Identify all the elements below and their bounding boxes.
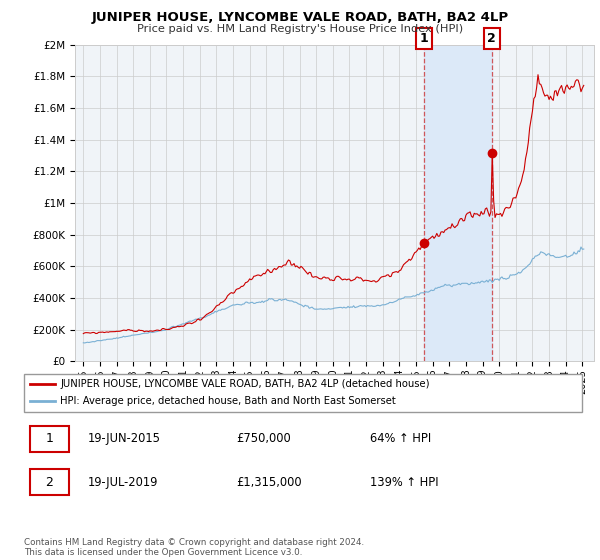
Text: 2: 2 bbox=[45, 476, 53, 489]
Text: 139% ↑ HPI: 139% ↑ HPI bbox=[370, 476, 439, 489]
Text: 19-JUL-2019: 19-JUL-2019 bbox=[88, 476, 158, 489]
FancyBboxPatch shape bbox=[29, 469, 68, 496]
Text: HPI: Average price, detached house, Bath and North East Somerset: HPI: Average price, detached house, Bath… bbox=[60, 396, 396, 406]
Text: JUNIPER HOUSE, LYNCOMBE VALE ROAD, BATH, BA2 4LP (detached house): JUNIPER HOUSE, LYNCOMBE VALE ROAD, BATH,… bbox=[60, 379, 430, 389]
Text: Price paid vs. HM Land Registry's House Price Index (HPI): Price paid vs. HM Land Registry's House … bbox=[137, 24, 463, 34]
FancyBboxPatch shape bbox=[29, 426, 68, 452]
Text: 2: 2 bbox=[487, 32, 496, 45]
FancyBboxPatch shape bbox=[24, 374, 582, 412]
Text: £1,315,000: £1,315,000 bbox=[236, 476, 302, 489]
Text: £750,000: £750,000 bbox=[236, 432, 291, 445]
Text: 64% ↑ HPI: 64% ↑ HPI bbox=[370, 432, 431, 445]
Bar bbox=[424, 45, 491, 361]
Text: 1: 1 bbox=[419, 32, 428, 45]
Text: JUNIPER HOUSE, LYNCOMBE VALE ROAD, BATH, BA2 4LP: JUNIPER HOUSE, LYNCOMBE VALE ROAD, BATH,… bbox=[91, 11, 509, 24]
Text: Contains HM Land Registry data © Crown copyright and database right 2024.
This d: Contains HM Land Registry data © Crown c… bbox=[24, 538, 364, 557]
Text: 1: 1 bbox=[45, 432, 53, 445]
Text: 19-JUN-2015: 19-JUN-2015 bbox=[88, 432, 161, 445]
